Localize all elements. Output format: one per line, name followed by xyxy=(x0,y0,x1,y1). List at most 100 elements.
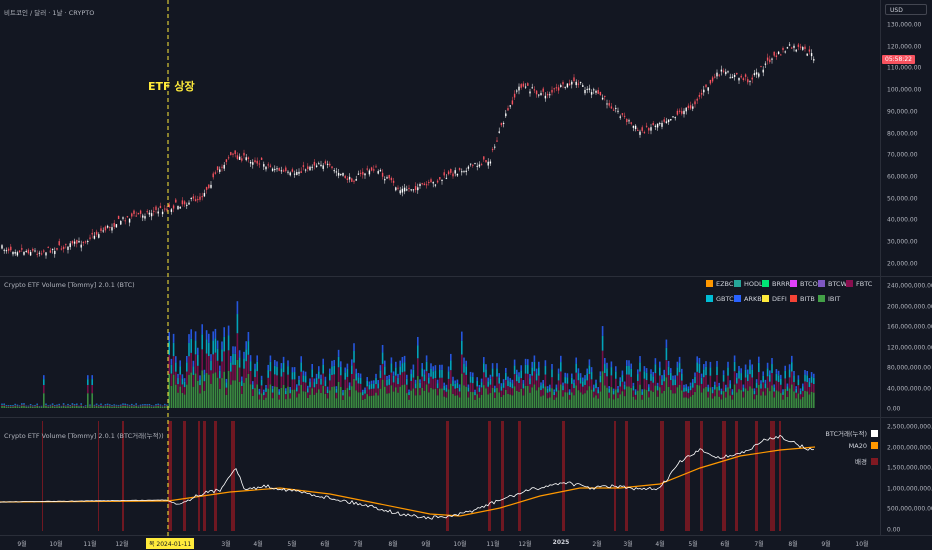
price-chart[interactable] xyxy=(0,0,880,276)
volume-bar xyxy=(21,403,23,405)
cumulative-pane[interactable]: Crypto ETF Volume [Tommy] 2.0.1 (BTC거래(누… xyxy=(0,418,932,535)
legend-item-arkb: ARKB xyxy=(734,295,762,303)
volume-bar xyxy=(51,403,54,404)
volume-bar xyxy=(549,391,551,398)
volume-bar xyxy=(672,385,674,394)
volume-bar xyxy=(643,366,646,372)
volume-bar xyxy=(722,374,725,382)
volume-bar xyxy=(465,386,467,408)
volume-bar xyxy=(199,385,201,394)
volume-axis[interactable]: 240,000,000.00 200,000,000.00 160,000,000.… xyxy=(880,277,932,417)
volume-bar xyxy=(747,381,749,391)
candle-body xyxy=(463,170,465,172)
volume-bar xyxy=(304,391,307,408)
volume-bar xyxy=(454,383,456,389)
volume-bar xyxy=(318,371,320,379)
volume-bar xyxy=(445,391,448,398)
volume-bar xyxy=(351,359,353,366)
volume-bar xyxy=(678,384,681,408)
volume-bar xyxy=(465,366,467,375)
volume-bar xyxy=(683,391,685,398)
volume-bar xyxy=(604,372,606,386)
volume-bar xyxy=(718,382,720,386)
currency-button[interactable]: USD xyxy=(885,4,927,15)
volume-bar xyxy=(406,393,408,408)
cumulative-axis[interactable]: 2,500,000,000.002,000,000,000.001,500,00… xyxy=(880,418,932,535)
volume-bar xyxy=(683,397,685,408)
volume-bar xyxy=(238,357,241,368)
volume-bar xyxy=(359,383,362,393)
candle-body xyxy=(419,183,421,187)
volume-bar xyxy=(252,384,254,390)
volume-bar xyxy=(663,390,665,408)
candle-body xyxy=(353,180,355,182)
volume-indicator-title[interactable]: Crypto ETF Volume [Tommy] 2.0.1 (BTC) xyxy=(4,281,135,289)
volume-bar xyxy=(766,387,769,408)
volume-bar xyxy=(784,370,786,379)
candle-body xyxy=(456,173,459,176)
cumulative-indicator-title[interactable]: Crypto ETF Volume [Tommy] 2.0.1 (BTC거래(누… xyxy=(4,432,164,440)
volume-bar xyxy=(505,367,507,373)
candle-body xyxy=(780,54,782,56)
pane-separator[interactable] xyxy=(0,417,932,418)
volume-bar xyxy=(252,395,254,408)
volume-bar xyxy=(401,372,404,386)
candle-body xyxy=(51,248,54,250)
candle-body xyxy=(485,159,487,163)
volume-bar xyxy=(527,386,529,408)
volume-bar xyxy=(93,405,96,406)
volume-bar xyxy=(630,363,632,369)
volume-bar xyxy=(278,394,280,400)
volume-bar xyxy=(208,342,210,357)
volume-bar xyxy=(194,354,197,374)
volume-chart[interactable] xyxy=(0,277,880,417)
cumulative-chart[interactable] xyxy=(0,418,880,535)
volume-bar xyxy=(205,353,208,373)
candle-body xyxy=(722,70,725,72)
volume-bar xyxy=(480,382,483,388)
volume-bar xyxy=(344,379,346,390)
volume-bar xyxy=(373,383,375,389)
volume-bar xyxy=(285,390,287,395)
symbol-title[interactable]: 비트코인 / 달러 · 1날 · CRYPTO xyxy=(4,9,95,17)
highlight-band xyxy=(614,421,616,531)
pane-separator[interactable] xyxy=(0,276,932,277)
candle-body xyxy=(192,196,195,199)
volume-bar xyxy=(672,379,674,386)
volume-bar xyxy=(58,404,60,406)
candle-body xyxy=(82,242,85,244)
volume-bar xyxy=(696,371,698,385)
volume-bar xyxy=(318,389,320,408)
candle-body xyxy=(491,148,494,151)
time-axis[interactable]: 9월10월11월12월2월3월4월5월6월7월8월9월10월11월12월2025… xyxy=(0,535,880,550)
volume-bar xyxy=(122,403,124,405)
candle-body xyxy=(436,180,439,183)
candle-body xyxy=(810,53,813,57)
candle-body xyxy=(599,91,602,96)
volume-bar xyxy=(599,382,602,392)
volume-bar xyxy=(799,388,802,391)
volume-bar xyxy=(527,365,529,374)
volume-bar xyxy=(390,363,393,373)
volume-bar xyxy=(159,406,162,408)
volume-bar xyxy=(71,403,74,405)
price-tick-label: 60,000.00 xyxy=(887,173,918,181)
volume-bar xyxy=(518,391,520,408)
candle-body xyxy=(654,125,657,127)
candle-body xyxy=(335,171,338,173)
candle-body xyxy=(381,172,384,177)
volume-pane[interactable]: Crypto ETF Volume [Tommy] 2.0.1 (BTC) 24… xyxy=(0,277,932,417)
volume-bar xyxy=(137,406,140,407)
price-pane[interactable]: 비트코인 / 달러 · 1날 · CRYPTO ETF 상장 130,000.0… xyxy=(0,0,932,276)
volume-bar xyxy=(395,367,397,376)
volume-bar xyxy=(232,364,234,381)
volume-bar xyxy=(555,391,558,398)
candle-body xyxy=(320,164,322,166)
volume-bar xyxy=(557,380,560,391)
volume-bar xyxy=(557,368,560,374)
price-axis[interactable]: 130,000.00 120,000.00 110,000.00 100,000.00… xyxy=(880,0,932,276)
volume-bar xyxy=(168,373,170,408)
volume-bar xyxy=(700,383,703,393)
volume-bar xyxy=(810,382,813,392)
volume-bar xyxy=(430,376,432,388)
